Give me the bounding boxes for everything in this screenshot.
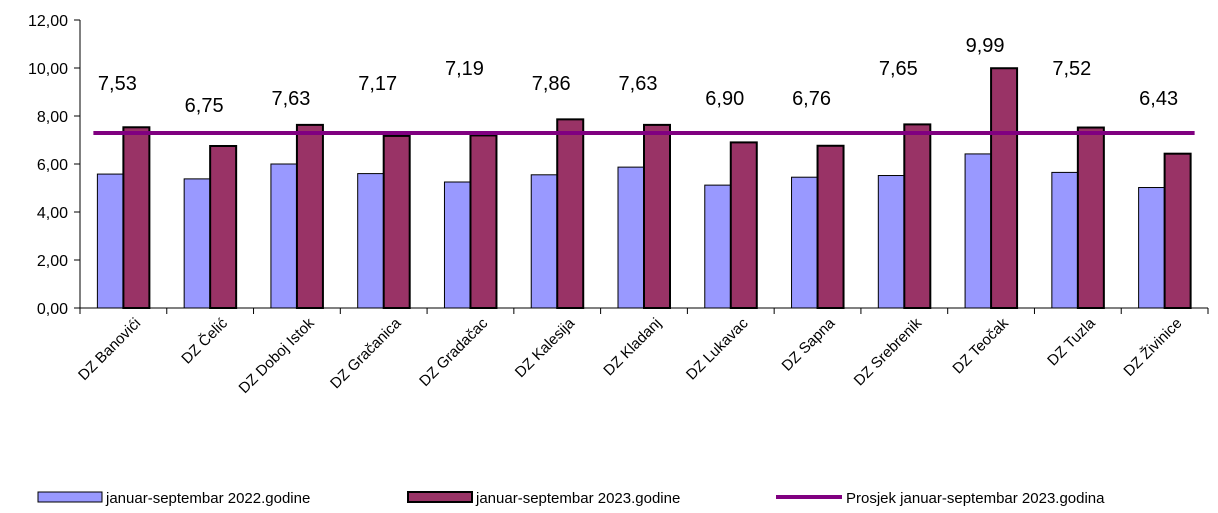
data-label-2023: 7,63 (619, 73, 658, 95)
bar-2023 (990, 67, 1019, 309)
category-label: DZ Doboj Istok (236, 314, 319, 397)
category-label: DZ Banovići (75, 315, 144, 384)
bar-2023 (469, 134, 498, 309)
bar-2022 (791, 176, 819, 309)
category-label: DZ Teočak (949, 314, 1012, 377)
legend-label-2022: januar-septembar 2022.godine (105, 490, 310, 507)
bar-2022 (617, 166, 645, 309)
category-label: DZ Lukavac (683, 314, 752, 383)
legend-swatch-2023 (407, 491, 473, 503)
bar-2022 (704, 184, 732, 309)
category-label: DZ Srebrenik (851, 314, 926, 389)
bar-2023 (295, 123, 324, 309)
data-label-2023: 6,75 (185, 95, 224, 117)
legend-swatch-2022 (37, 491, 103, 503)
bar-2022 (96, 173, 124, 309)
bar-2022 (530, 174, 558, 309)
bar-2022 (1138, 187, 1166, 309)
bar-2023 (556, 118, 585, 309)
bar-2023 (1163, 152, 1192, 309)
category-label: DZ Kalesija (512, 314, 579, 381)
category-label: DZ Čelić (178, 314, 231, 367)
legend: januar-septembar 2022.godine januar-septe… (37, 490, 1105, 507)
bar-2022 (443, 181, 471, 309)
bar-2023 (209, 145, 238, 309)
bar-2023 (816, 144, 845, 309)
y-tick-label: 8,00 (37, 109, 68, 126)
axes: 0,00 2,00 4,00 6,00 8,00 10,00 12,00 (28, 13, 1209, 318)
category-label: DZ Živinice (1120, 315, 1185, 380)
data-label-2023: 6,43 (1139, 88, 1178, 110)
category-label: DZ Sapna (779, 314, 839, 374)
data-label-2023: 6,76 (792, 88, 831, 110)
legend-label-2023: januar-septembar 2023.godine (475, 490, 680, 507)
data-label-2023: 9,99 (966, 35, 1005, 57)
bars (96, 67, 1192, 310)
bar-2023 (903, 123, 932, 310)
category-label: DZ Gračanica (327, 314, 405, 392)
y-tick-label: 10,00 (28, 61, 68, 78)
data-label-2023: 7,19 (445, 58, 484, 80)
bar-2023 (382, 134, 411, 309)
bar-2023 (1076, 126, 1105, 309)
bar-2022 (270, 163, 298, 309)
data-label-2023: 7,63 (271, 88, 310, 110)
y-tick-label: 0,00 (37, 301, 68, 318)
y-tick-label: 4,00 (37, 205, 68, 222)
data-labels: 7,53 6,75 7,63 7,17 7,19 7,86 7,63 6,90 6,76 7,65… (98, 35, 1178, 117)
legend-label-average: Prosjek januar-septembar 2023.godina (846, 490, 1105, 507)
y-tick-label: 6,00 (37, 157, 68, 174)
y-tick-label: 12,00 (28, 13, 68, 30)
bar-2023 (122, 126, 151, 309)
data-label-2023: 6,90 (705, 88, 744, 110)
bar-2023 (729, 141, 758, 309)
data-label-2023: 7,17 (358, 73, 397, 95)
category-label: DZ Tuzla (1044, 314, 1099, 369)
data-label-2023: 7,86 (532, 73, 571, 95)
category-label: DZ Kladanj (600, 315, 664, 379)
y-tick-label: 2,00 (37, 253, 68, 270)
category-labels: DZ Banovići DZ Čelić DZ Doboj Istok DZ Grač… (75, 314, 1185, 397)
bar-2022 (357, 173, 385, 309)
bar-2022 (877, 175, 905, 309)
data-label-2023: 7,65 (879, 58, 918, 80)
bar-2023 (643, 123, 671, 309)
data-label-2023: 7,52 (1052, 58, 1091, 80)
bar-2022 (964, 153, 992, 309)
bar-2022 (1051, 171, 1079, 309)
category-label: DZ Gradačac (416, 314, 491, 389)
bar-2022 (183, 178, 211, 309)
data-label-2023: 7,53 (98, 73, 137, 95)
